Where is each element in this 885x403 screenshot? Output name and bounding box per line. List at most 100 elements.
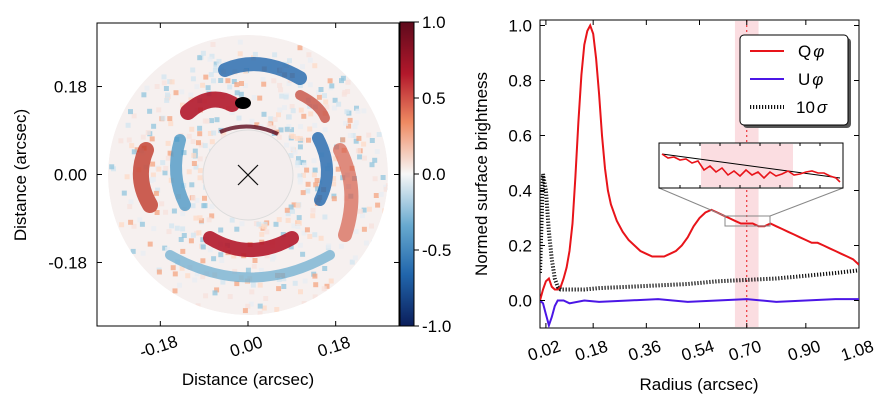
- noise-pixel: [332, 97, 338, 103]
- noise-pixel: [321, 286, 327, 292]
- noise-pixel: [261, 81, 267, 87]
- x-icon: [237, 164, 259, 186]
- noise-pixel: [207, 131, 213, 136]
- noise-pixel: [206, 217, 212, 223]
- noise-pixel: [340, 137, 346, 143]
- noise-pixel: [273, 221, 279, 227]
- noise-pixel: [341, 91, 347, 97]
- noise-pixel: [147, 241, 153, 247]
- noise-pixel: [211, 130, 217, 136]
- noise-pixel: [242, 308, 248, 314]
- noise-pixel: [149, 136, 155, 142]
- noise-pixel: [186, 133, 192, 139]
- noise-pixel: [160, 160, 166, 166]
- noise-pixel: [124, 174, 130, 180]
- noise-pixel: [197, 125, 203, 131]
- noise-pixel: [168, 121, 174, 127]
- noise-pixel: [349, 259, 355, 265]
- noise-pixel: [290, 134, 296, 139]
- noise-pixel: [289, 127, 294, 133]
- noise-pixel: [141, 92, 147, 98]
- noise-pixel: [203, 74, 209, 80]
- noise-pixel: [366, 206, 372, 212]
- noise-pixel: [197, 175, 203, 181]
- noise-pixel: [276, 286, 282, 292]
- noise-pixel: [355, 108, 361, 114]
- noise-pixel: [128, 109, 133, 115]
- noise-pixel: [251, 95, 257, 100]
- noise-pixel: [190, 203, 196, 209]
- noise-pixel: [216, 58, 222, 64]
- noise-pixel: [353, 229, 359, 235]
- noise-pixel: [294, 135, 300, 141]
- noise-pixel: [167, 116, 173, 122]
- noise-pixel: [331, 176, 337, 181]
- noise-pixel: [254, 122, 260, 128]
- noise-pixel: [366, 132, 372, 138]
- noise-pixel: [131, 113, 137, 119]
- noise-pixel: [211, 256, 217, 262]
- noise-pixel: [284, 207, 290, 213]
- noise-pixel: [301, 113, 307, 119]
- noise-pixel: [197, 156, 203, 162]
- noise-pixel: [162, 170, 168, 176]
- noise-pixel: [297, 173, 303, 179]
- noise-pixel: [127, 204, 133, 210]
- noise-pixel: [353, 120, 359, 126]
- noise-pixel: [301, 230, 307, 236]
- noise-pixel: [285, 217, 291, 223]
- noise-pixel: [159, 201, 165, 207]
- noise-pixel: [326, 243, 332, 249]
- noise-pixel: [277, 107, 283, 113]
- noise-pixel: [304, 227, 310, 233]
- noise-pixel: [234, 281, 240, 287]
- noise-pixel: [307, 82, 313, 88]
- zoom-connector-left: [658, 187, 726, 217]
- noise-pixel: [353, 138, 359, 144]
- mask-rim: [219, 124, 279, 136]
- series-line-q: [540, 23, 859, 301]
- noise-pixel: [298, 289, 303, 295]
- noise-pixel: [322, 93, 327, 99]
- noise-pixel: [331, 196, 337, 202]
- profile-ytick-label: 0.6: [508, 127, 532, 146]
- zoom-source-box: [724, 215, 771, 227]
- noise-pixel: [198, 218, 204, 224]
- profile-xtick-label: 0.18: [573, 337, 610, 365]
- noise-pixel: [310, 213, 316, 219]
- noise-pixel: [312, 232, 318, 238]
- noise-pixel: [209, 203, 215, 209]
- noise-pixel: [250, 282, 256, 288]
- noise-pixel: [345, 79, 351, 85]
- noise-pixel: [327, 78, 333, 84]
- noise-pixel: [279, 93, 285, 99]
- noise-pixel: [181, 150, 187, 156]
- noise-pixel: [296, 156, 301, 162]
- noise-pixel: [150, 172, 156, 178]
- image-y-ticks: 0.18 0.00 -0.18: [48, 78, 399, 272]
- noise-pixel: [383, 186, 388, 192]
- noise-pixel: [311, 172, 317, 178]
- noise-pixel: [197, 55, 203, 61]
- profile-ytick-label: 1.0: [508, 17, 532, 36]
- noise-pixel: [211, 78, 216, 84]
- noise-pixel: [147, 108, 153, 114]
- noise-pixel: [355, 148, 361, 154]
- noise-pixel: [165, 140, 171, 146]
- noise-pixel: [190, 139, 196, 144]
- noise-pixel: [171, 208, 177, 214]
- noise-pixel: [361, 155, 367, 161]
- noise-pixel: [128, 219, 134, 225]
- noise-pixel: [131, 223, 137, 229]
- noise-pixel: [229, 110, 235, 116]
- noise-pixel: [145, 130, 151, 136]
- noise-pixel: [274, 307, 280, 312]
- noise-pixel: [286, 124, 292, 129]
- noise-pixel: [329, 83, 335, 89]
- noise-pixel: [322, 214, 328, 220]
- noise-pixel: [276, 112, 281, 118]
- noise-pixel: [200, 244, 206, 250]
- noise-pixel: [137, 217, 143, 223]
